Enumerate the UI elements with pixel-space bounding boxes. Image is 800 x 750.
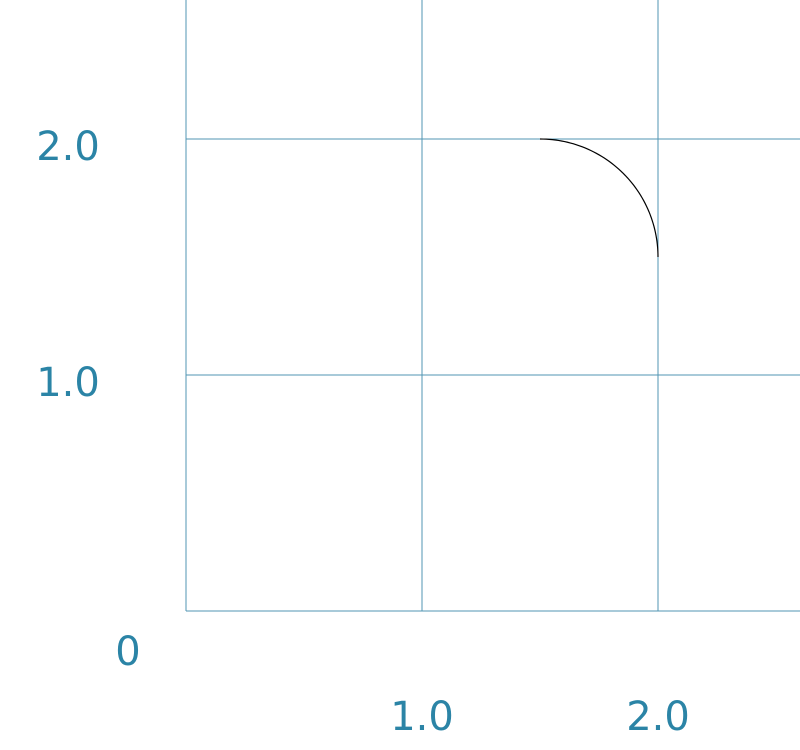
y-tick-label-2: 2.0 [36,124,100,170]
x-tick-label-1: 1.0 [390,694,454,740]
x-tick-label-2: 2.0 [626,694,690,740]
y-tick-label-1: 1.0 [36,360,100,406]
arc-curve-1 [539,138,659,258]
origin-label: 0 [115,629,140,675]
tick-labels: 0 1.0 2.0 1.0 2.0 [36,124,690,740]
grid [185,0,800,612]
plot-area [539,138,659,258]
